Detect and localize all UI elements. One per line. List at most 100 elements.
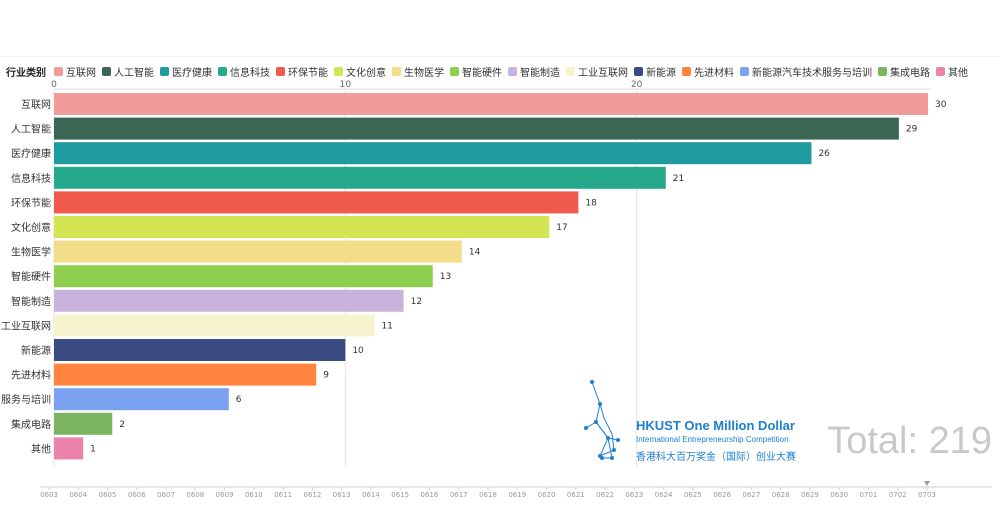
bar[interactable] (54, 412, 113, 435)
timeline-tick-label[interactable]: 0609 (216, 491, 234, 499)
timeline-tick-label[interactable]: 0611 (274, 491, 292, 499)
timeline-tick-label[interactable]: 0614 (362, 491, 380, 499)
timeline-tick-label[interactable]: 0619 (508, 491, 526, 499)
legend-item[interactable]: 先进材料 (682, 64, 734, 79)
legend-item[interactable]: 其他 (936, 64, 968, 79)
timeline[interactable]: 0603 0604 0605 0606 0607 0608 0609 0610 0611 0612… (0, 480, 1000, 516)
timeline-tick-label[interactable]: 0607 (157, 491, 175, 499)
timeline-tick-label[interactable]: 0606 (128, 491, 146, 499)
timeline-current-marker[interactable] (924, 481, 930, 486)
legend-item[interactable]: 信息科技 (218, 64, 270, 79)
logo-subtitle: International Entrepreneurship Competiti… (636, 435, 789, 444)
timeline-tick-label[interactable]: 0610 (245, 491, 263, 499)
legend-item[interactable]: 智能制造 (508, 64, 560, 79)
bar-value-label: 11 (381, 321, 392, 331)
timeline-tick-label[interactable]: 0622 (596, 491, 614, 499)
legend-swatch (634, 66, 643, 76)
timeline-tick-label[interactable]: 0703 (918, 491, 936, 499)
legend-item[interactable]: 环保节能 (276, 64, 328, 79)
bar[interactable] (54, 314, 375, 337)
legend-item[interactable]: 智能硬件 (450, 64, 502, 79)
bar[interactable] (54, 166, 666, 189)
x-tick-label: 10 (340, 80, 352, 90)
crane-logo-icon (584, 380, 620, 460)
timeline-tick-label[interactable]: 0616 (421, 491, 439, 499)
bar[interactable] (54, 191, 579, 214)
legend-swatch (936, 66, 945, 76)
timeline-tick-label[interactable]: 0627 (742, 491, 760, 499)
bar[interactable] (54, 289, 404, 312)
bar-value-label: 29 (906, 125, 918, 135)
legend-title: 行业类别 (6, 67, 46, 79)
timeline-tick-label[interactable]: 0626 (713, 491, 731, 499)
legend-item[interactable]: 人工智能 (102, 64, 154, 79)
timeline-tick-label[interactable]: 0605 (99, 491, 117, 499)
timeline-tick-label[interactable]: 0608 (186, 491, 204, 499)
bar[interactable] (54, 216, 550, 238)
timeline-tick-label[interactable]: 0629 (801, 491, 819, 499)
legend: 行业类别 互联网 人工智能 医疗健康 信息科技 环保节能 文化创意 生物医学 智能硬件 智能制造… (6, 62, 996, 80)
legend-swatch (566, 66, 575, 76)
bar[interactable] (54, 240, 462, 263)
bar[interactable] (54, 93, 928, 115)
legend-item[interactable]: 集成电路 (878, 64, 930, 79)
legend-label: 智能硬件 (462, 67, 502, 79)
timeline-tick-label[interactable]: 0615 (391, 491, 409, 499)
bar-value-label: 18 (585, 198, 597, 208)
legend-item[interactable]: 新能源 (634, 64, 676, 79)
timeline-tick-label[interactable]: 0625 (684, 491, 702, 499)
bar[interactable] (54, 265, 433, 288)
legend-swatch (682, 66, 691, 76)
timeline-tick-label[interactable]: 0604 (69, 491, 87, 499)
timeline-tick-label[interactable]: 0702 (889, 491, 907, 499)
timeline-tick-label[interactable]: 0603 (40, 491, 58, 499)
timeline-tick-label[interactable]: 0628 (772, 491, 790, 499)
timeline-tick-label[interactable]: 0630 (830, 491, 848, 499)
legend-label: 集成电路 (890, 67, 930, 79)
bar-value-label: 17 (556, 223, 567, 233)
logo-title: HKUST One Million Dollar (636, 418, 795, 433)
bar[interactable] (54, 363, 317, 386)
bar[interactable] (54, 437, 84, 460)
timeline-tick-label[interactable]: 0624 (655, 491, 673, 499)
legend-item[interactable]: 文化创意 (334, 64, 386, 79)
bar-value-label: 13 (440, 272, 451, 282)
legend-swatch (392, 66, 401, 76)
legend-label: 生物医学 (404, 67, 444, 79)
bar-category-label: 先进材料 (11, 369, 51, 382)
bar[interactable] (54, 142, 812, 165)
bar-category-label: 生物医学 (11, 246, 51, 259)
bar-value-label: 1 (90, 444, 96, 454)
legend-item[interactable]: 医疗健康 (160, 64, 212, 79)
timeline-tick-label[interactable]: 0621 (567, 491, 585, 499)
bar[interactable] (54, 117, 899, 140)
legend-label: 环保节能 (288, 67, 328, 79)
timeline-tick-label[interactable]: 0613 (333, 491, 351, 499)
bar[interactable] (54, 339, 346, 361)
legend-label: 医疗健康 (172, 67, 212, 79)
legend-label: 新能源汽车技术服务与培训 (752, 67, 872, 79)
bar-category-label: 互联网 (21, 99, 51, 111)
legend-swatch (160, 66, 169, 76)
legend-item[interactable]: 互联网 (54, 64, 96, 79)
bar-value-label: 30 (935, 100, 947, 110)
bar-category-label: 智能硬件 (11, 270, 51, 283)
top-divider (0, 56, 1000, 57)
bar-category-label: 信息科技 (11, 172, 51, 185)
timeline-tick-label[interactable]: 0620 (538, 491, 556, 499)
bar-category-label: 环保节能 (11, 196, 51, 209)
legend-swatch (508, 66, 517, 76)
legend-item[interactable]: 生物医学 (392, 64, 444, 79)
legend-item[interactable]: 工业互联网 (566, 64, 628, 79)
timeline-tick-label[interactable]: 0617 (450, 491, 468, 499)
legend-item[interactable]: 新能源汽车技术服务与培训 (740, 64, 872, 79)
legend-label: 工业互联网 (578, 67, 628, 79)
timeline-tick-label[interactable]: 0623 (625, 491, 643, 499)
bar[interactable] (54, 388, 229, 411)
bar-value-label: 21 (673, 174, 684, 184)
timeline-tick-label[interactable]: 0701 (860, 491, 878, 499)
timeline-tick-label[interactable]: 0618 (479, 491, 497, 499)
legend-swatch (54, 66, 63, 76)
legend-swatch (878, 66, 887, 76)
timeline-tick-label[interactable]: 0612 (303, 491, 321, 499)
